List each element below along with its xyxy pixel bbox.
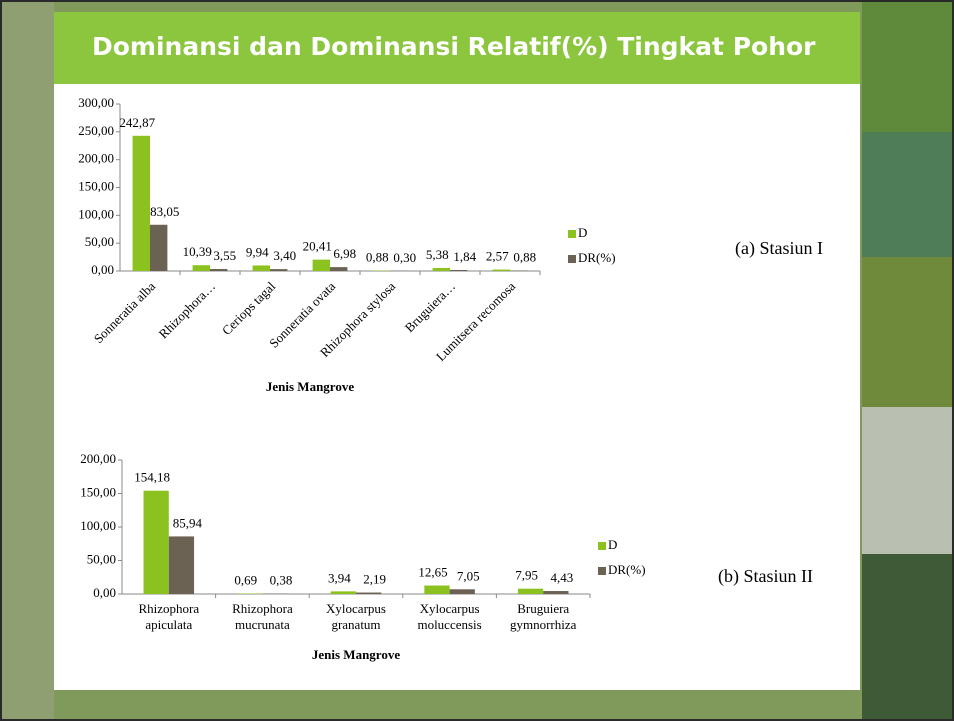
value-label: 3,94: [328, 570, 351, 585]
bar: [450, 270, 467, 271]
bar: [433, 268, 450, 271]
value-label: 0,88: [513, 249, 536, 264]
photo: [862, 554, 952, 719]
value-label: 2,19: [363, 572, 386, 587]
legend-key: [568, 230, 576, 238]
bar: [150, 225, 167, 271]
y-tick-label: 150,00: [78, 178, 114, 193]
value-label: 85,94: [173, 515, 203, 530]
bar: [543, 591, 568, 594]
legend-label: D: [608, 537, 617, 552]
photo: [862, 132, 952, 257]
x-axis-title: Jenis Mangrove: [266, 379, 354, 394]
value-label: 0,69: [234, 573, 257, 588]
y-tick-label: 200,00: [80, 451, 116, 466]
legend-key: [568, 255, 576, 263]
bar: [331, 591, 356, 594]
value-label: 9,94: [246, 244, 269, 259]
bar: [169, 536, 194, 594]
value-label: 3,55: [213, 248, 236, 263]
value-label: 0,88: [366, 249, 389, 264]
y-tick-label: 250,00: [78, 123, 114, 138]
x-axis-title: Jenis Mangrove: [312, 647, 400, 662]
value-label: 83,05: [150, 204, 179, 219]
slide-title: Dominansi dan Dominansi Relatif(%) Tingk…: [92, 32, 816, 61]
value-label: 5,38: [426, 247, 449, 262]
photo: [862, 2, 952, 132]
value-label: 3,40: [273, 248, 296, 263]
bar: [253, 265, 270, 271]
bar: [144, 491, 169, 594]
value-label: 20,41: [303, 239, 332, 254]
y-tick-label: 300,00: [78, 95, 114, 110]
y-tick-label: 50,00: [87, 551, 116, 566]
value-label: 7,95: [515, 568, 538, 583]
slide: Dominansi dan Dominansi Relatif(%) Tingk…: [0, 0, 954, 721]
legend-key: [598, 567, 606, 575]
value-label: 2,57: [486, 249, 509, 264]
bar: [193, 265, 210, 271]
value-label: 7,05: [457, 568, 480, 583]
legend-label: D: [578, 225, 587, 240]
bar: [424, 586, 449, 594]
bar: [133, 136, 150, 271]
value-label: 6,98: [333, 246, 356, 261]
bar: [210, 269, 227, 271]
y-tick-label: 100,00: [80, 518, 116, 533]
bar: [450, 589, 475, 594]
value-label: 154,18: [134, 470, 170, 485]
bar: [518, 589, 543, 594]
value-label: 1,84: [453, 249, 476, 264]
y-tick-label: 0,00: [93, 585, 116, 600]
photo: [862, 407, 952, 554]
photo: [862, 257, 952, 407]
bar: [270, 269, 287, 271]
annotation: (b) Stasiun II: [718, 566, 813, 587]
bar: [493, 270, 510, 271]
value-label: 0,30: [393, 250, 416, 265]
bar: [313, 260, 330, 271]
bar: [330, 267, 347, 271]
legend-key: [598, 542, 606, 550]
annotation: (a) Stasiun I: [735, 238, 823, 259]
left-strip: [2, 2, 54, 719]
y-tick-label: 100,00: [78, 206, 114, 221]
y-tick-label: 0,00: [91, 262, 114, 277]
value-label: 10,39: [183, 244, 212, 259]
y-tick-label: 150,00: [80, 484, 116, 499]
y-tick-label: 200,00: [78, 151, 114, 166]
y-tick-label: 50,00: [85, 234, 114, 249]
value-label: 0,38: [270, 573, 293, 588]
legend-label: DR(%): [578, 250, 616, 265]
legend-label: DR(%): [608, 562, 646, 577]
value-label: 242,87: [119, 115, 155, 130]
value-label: 12,65: [418, 565, 447, 580]
bar: [356, 593, 381, 594]
photo-strip: [862, 2, 952, 719]
value-label: 4,43: [550, 570, 573, 585]
